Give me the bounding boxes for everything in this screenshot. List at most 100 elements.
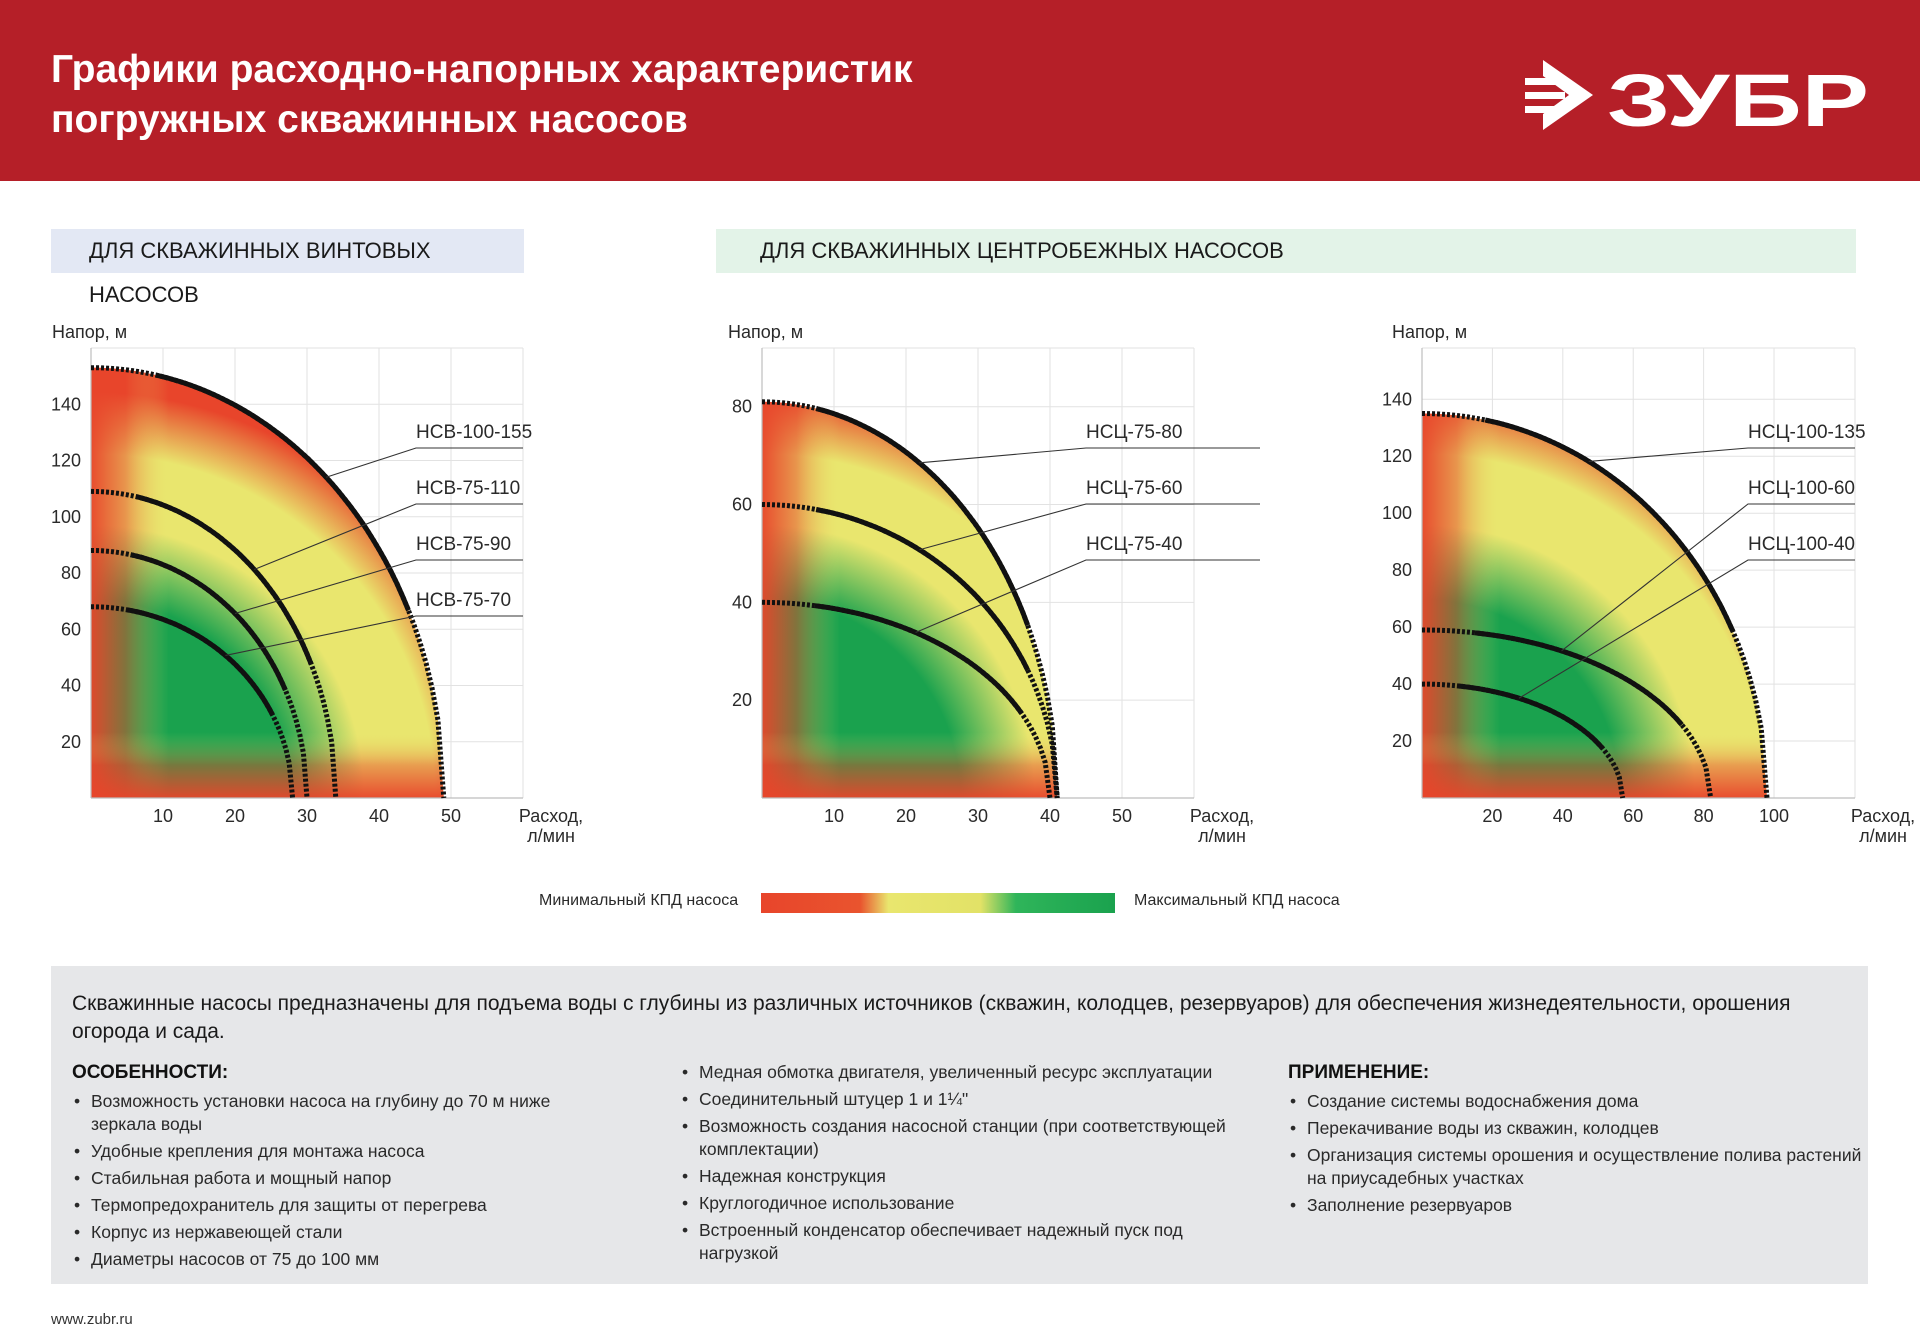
- page-title: Графики расходно-напорных характеристик …: [51, 45, 1151, 145]
- features-column-1: ОСОБЕННОСТИ: Возможность установки насос…: [72, 1061, 592, 1275]
- info-panel: Скважинные насосы предназначены для подъ…: [51, 966, 1868, 1284]
- series-leader-line: [1518, 559, 1855, 699]
- list-item: Встроенный конденсатор обеспечивает наде…: [680, 1219, 1240, 1265]
- x-tick-label: 50: [1112, 806, 1132, 826]
- series-label: НСВ-75-110: [416, 478, 520, 499]
- x-tick-label: 40: [369, 806, 389, 826]
- y-tick-label: 100: [51, 507, 81, 527]
- x-tick-label: 30: [297, 806, 317, 826]
- y-tick-label: 40: [61, 676, 81, 696]
- series-curve: [127, 607, 275, 716]
- list-item: Удобные крепления для монтажа насоса: [72, 1140, 592, 1163]
- list-item: Диаметры насосов от 75 до 100 мм: [72, 1248, 592, 1271]
- x-axis-label: Расход,: [1190, 806, 1254, 826]
- features-list-2: Медная обмотка двигателя, увеличенный ре…: [680, 1061, 1240, 1265]
- series-label: НСЦ-100-60: [1748, 478, 1855, 499]
- legend-max-label: Максимальный КПД насоса: [1134, 892, 1340, 909]
- series-leader-line: [919, 503, 1260, 551]
- list-item: Организация системы орошения и осуществл…: [1288, 1144, 1868, 1190]
- y-tick-label: 20: [61, 732, 81, 752]
- header-banner: Графики расходно-напорных характеристик …: [0, 0, 1920, 181]
- charts-area: 10 20 30 40 50 20 40 60 80 100 120 140 Напор, м Расхо…: [51, 322, 1915, 846]
- y-tick-label: 60: [1392, 617, 1412, 637]
- y-tick-label: 80: [1392, 560, 1412, 580]
- series-curve: [815, 507, 1030, 672]
- chart-1: 10 20 30 40 50 20 40 60 80 100 120 140 Напор, м Расхо…: [51, 322, 583, 846]
- list-item: Термопредохранитель для защиты от перегр…: [72, 1194, 592, 1217]
- intro-text: Скважинные насосы предназначены для подъ…: [72, 992, 1791, 1043]
- series-leader-line: [326, 447, 523, 478]
- centrifugal-pumps-label: ДЛЯ СКВАЖИННЫХ ЦЕНТРОБЕЖНЫХ НАСОСОВ: [716, 229, 1856, 273]
- series-label: НСВ-100-155: [416, 422, 532, 443]
- y-tick-label: 40: [732, 592, 752, 612]
- series-leader-line: [234, 559, 523, 615]
- y-tick-label: 120: [51, 451, 81, 471]
- y-axis-label: Напор, м: [1392, 322, 1467, 342]
- list-item: Стабильная работа и мощный напор: [72, 1167, 592, 1190]
- x-axis-label: Расход,: [1851, 806, 1915, 826]
- series-curve: [155, 372, 411, 612]
- logo-speed-line: [1525, 78, 1559, 85]
- efficiency-gradient-bar: [761, 893, 1115, 913]
- list-item: Заполнение резервуаров: [1288, 1194, 1868, 1217]
- title-line-1: Графики расходно-напорных характеристик: [51, 48, 913, 91]
- series-curve: [1458, 683, 1605, 750]
- brand-logo: ЗУБР: [1525, 59, 1869, 138]
- efficiency-field: [1422, 413, 1767, 798]
- list-item: Возможность установки насоса на глубину …: [72, 1090, 592, 1136]
- series-curve: [1474, 630, 1684, 727]
- application-list: Создание системы водоснабжения дома Пере…: [1288, 1090, 1868, 1217]
- y-tick-label: 140: [51, 394, 81, 414]
- website-url[interactable]: www.zubr.ru: [51, 1311, 133, 1328]
- x-axis-label-unit: л/мин: [1198, 826, 1246, 846]
- features-title: ОСОБЕННОСТИ:: [72, 1062, 229, 1083]
- list-item: Корпус из нержавеющей стали: [72, 1221, 592, 1244]
- y-tick-label: 100: [1382, 503, 1412, 523]
- list-item: Возможность создания насосной станции (п…: [680, 1115, 1240, 1161]
- series-curve: [815, 406, 1031, 627]
- features-column-2: Медная обмотка двигателя, увеличенный ре…: [680, 1061, 1240, 1269]
- series-label: НСЦ-75-40: [1086, 534, 1182, 555]
- list-item: Надежная конструкция: [680, 1165, 1240, 1188]
- x-tick-label: 20: [225, 806, 245, 826]
- logo-speed-line: [1525, 92, 1565, 99]
- brand-name: ЗУБР: [1607, 59, 1869, 138]
- list-item: Соединительный штуцер 1 и 1¼": [680, 1088, 1240, 1111]
- chart-2: 10 20 30 40 50 20 40 60 80 Напор, м Расход,л/мин НС…: [728, 322, 1260, 846]
- logo-speed-line: [1525, 106, 1559, 113]
- series-curve: [135, 494, 314, 666]
- list-item: Медная обмотка двигателя, увеличенный ре…: [680, 1061, 1240, 1084]
- series-leader-line: [919, 447, 1260, 464]
- efficiency-edge-bottom: [1422, 413, 1767, 798]
- y-tick-label: 80: [732, 397, 752, 417]
- series-label: НСЦ-100-40: [1748, 534, 1855, 555]
- series-leader-line: [915, 559, 1260, 634]
- x-tick-label: 80: [1694, 806, 1714, 826]
- list-item: Создание системы водоснабжения дома: [1288, 1090, 1868, 1113]
- x-tick-label: 10: [153, 806, 173, 826]
- x-axis-label: Расход,: [519, 806, 583, 826]
- x-tick-label: 50: [441, 806, 461, 826]
- title-line-2: погружных скважинных насосов: [51, 98, 688, 141]
- y-tick-label: 140: [1382, 389, 1412, 409]
- application-title: ПРИМЕНЕНИЕ:: [1288, 1062, 1430, 1083]
- y-tick-label: 20: [1392, 731, 1412, 751]
- series-label: НСЦ-100-135: [1748, 422, 1866, 443]
- list-item: Круглогодичное использование: [680, 1192, 1240, 1215]
- series-leader-line: [1588, 447, 1855, 462]
- series-label: НСВ-75-90: [416, 534, 511, 555]
- chart-3: 20 40 60 80 100 20 40 60 80 100 120 140 Напор, м Расх…: [1382, 322, 1915, 846]
- x-tick-label: 40: [1553, 806, 1573, 826]
- list-item: Перекачивание воды из скважин, колодцев: [1288, 1117, 1868, 1140]
- series-label: НСЦ-75-60: [1086, 478, 1182, 499]
- y-tick-label: 40: [1392, 674, 1412, 694]
- application-column: ПРИМЕНЕНИЕ: Создание системы водоснабжен…: [1288, 1061, 1868, 1221]
- legend-min-label: Минимальный КПД насоса: [539, 892, 739, 909]
- y-axis-label: Напор, м: [52, 322, 127, 342]
- series-leader-line: [225, 615, 523, 656]
- x-tick-label: 20: [896, 806, 916, 826]
- x-tick-label: 20: [1482, 806, 1502, 826]
- y-tick-label: 60: [61, 619, 81, 639]
- series-leader-line: [1561, 503, 1855, 652]
- series-label: НСВ-75-70: [416, 590, 511, 611]
